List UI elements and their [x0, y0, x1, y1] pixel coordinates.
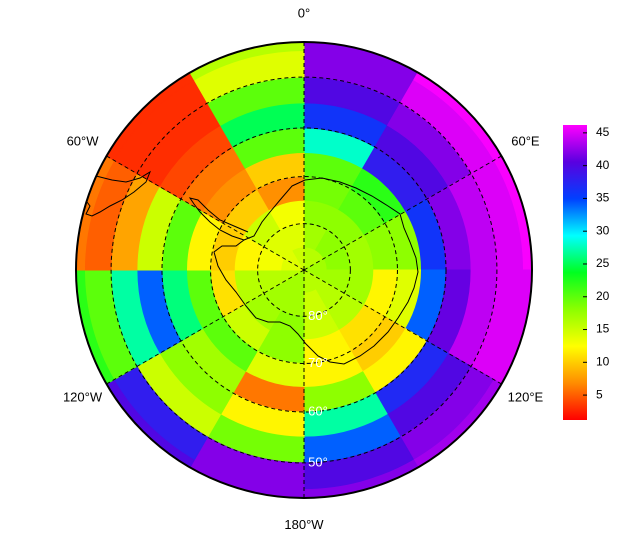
longitude-label: 0°	[298, 6, 310, 21]
meridian-line	[303, 269, 502, 385]
colorbar-tick-label: 45	[596, 125, 610, 139]
colorbar-ramp	[563, 125, 587, 420]
longitude-label: 120°W	[63, 389, 103, 404]
colorbar-tick-label: 25	[596, 256, 610, 270]
longitude-label: 60°W	[67, 134, 100, 149]
colorbar-tick-label: 30	[596, 223, 610, 237]
parallel-circle	[210, 176, 398, 364]
colorbar-tick-label: 35	[596, 191, 610, 205]
meridian-line	[303, 155, 502, 271]
parallel-circle	[110, 76, 498, 464]
longitude-label: 120°E	[508, 389, 544, 404]
colorbar: 5 10 15 20 25 30 35 40 45	[563, 125, 610, 420]
meridian-line	[106, 155, 305, 271]
map-boundary	[75, 41, 533, 499]
latitude-label: 80°	[308, 308, 328, 323]
meridian-line	[106, 269, 305, 385]
longitude-label: 180°W	[284, 517, 324, 532]
graticule-labels: 0° 60°E 120°E 180°W 120°W 60°W 80° 70° 60° 50°	[63, 6, 544, 532]
latitude-label: 50°	[308, 454, 328, 469]
graticule	[106, 42, 502, 498]
longitude-label: 60°E	[511, 134, 540, 149]
parallel-circle	[257, 223, 351, 317]
south-america-tip	[77, 169, 152, 217]
coastline	[77, 169, 419, 365]
parallel-circle	[161, 127, 447, 413]
colorbar-tick-label: 20	[596, 289, 610, 303]
colorbar-tick-label: 15	[596, 322, 610, 336]
latitude-label: 60°	[308, 403, 328, 418]
colorbar-tick-label: 40	[596, 158, 610, 172]
colorbar-tick-label: 10	[596, 354, 610, 368]
antarctica-coast	[213, 177, 419, 365]
latitude-label: 70°	[308, 355, 328, 370]
antarctic-peninsula	[188, 197, 249, 241]
colorbar-tick-label: 5	[596, 387, 603, 401]
